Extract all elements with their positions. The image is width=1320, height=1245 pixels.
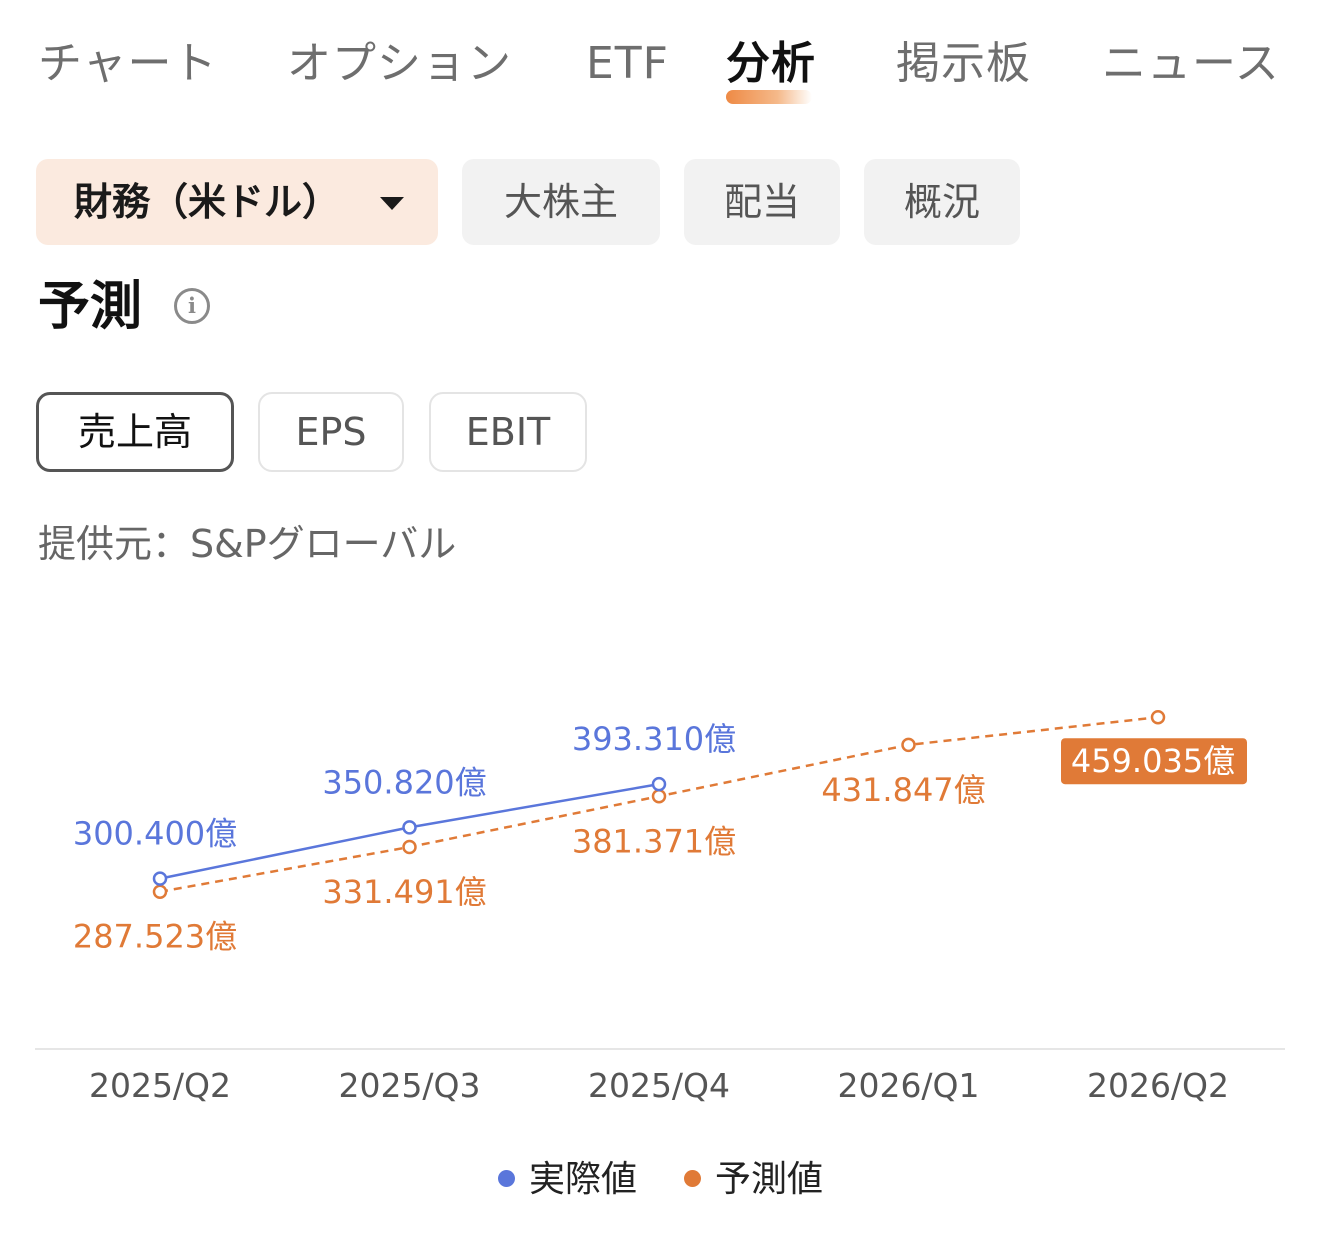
forecast-series-line xyxy=(159,715,1159,893)
tab-analysis[interactable]: 分析 xyxy=(726,28,816,104)
x-tick-label: 2026/Q2 xyxy=(1087,1066,1229,1105)
actual-data-label: 393.310億 xyxy=(572,720,736,758)
x-tick-label: 2025/Q2 xyxy=(89,1066,231,1105)
legend-item-forecast: 予測値 xyxy=(684,1152,823,1208)
actual-data-point xyxy=(402,820,417,835)
subtab-major-shareholders[interactable]: 大株主 xyxy=(462,159,660,245)
tab-chart[interactable]: チャート xyxy=(38,38,218,89)
forecast-data-label: 287.523億 xyxy=(73,918,237,956)
latest-forecast-badge xyxy=(1061,738,1247,785)
tab-etf[interactable]: ETF xyxy=(586,38,669,89)
info-icon[interactable]: i xyxy=(174,288,210,324)
legend-forecast-label: 予測値 xyxy=(715,1159,824,1200)
subtab-overview[interactable]: 概況 xyxy=(864,159,1020,245)
legend-actual-label: 実際値 xyxy=(529,1159,638,1200)
forecast-data-point xyxy=(901,737,916,753)
actual-data-point xyxy=(152,871,168,886)
forecast-data-label: 431.847億 xyxy=(821,771,985,809)
tab-options[interactable]: オプション xyxy=(287,38,512,89)
metric-tab-eps[interactable]: EPS xyxy=(258,392,404,472)
forecast-data-label: 331.491億 xyxy=(322,873,486,911)
top-tab-bar: チャート オプション ETF 分析 掲示板 ニュース xyxy=(0,28,1320,108)
actual-series-line xyxy=(159,782,660,880)
tab-analysis-label: 分析 xyxy=(726,38,816,89)
forecast-data-point xyxy=(402,839,417,855)
actual-data-point xyxy=(651,776,667,792)
section-title: 予測 xyxy=(38,277,143,337)
actual-data-label: 300.400億 xyxy=(73,815,237,853)
x-tick-label: 2025/Q3 xyxy=(338,1066,480,1105)
metric-tab-ebit[interactable]: EBIT xyxy=(429,392,587,472)
forecast-data-label: 381.371億 xyxy=(572,822,736,860)
tab-board[interactable]: 掲示板 xyxy=(896,38,1031,89)
legend-actual-dot xyxy=(498,1169,515,1187)
legend-forecast-dot xyxy=(684,1169,701,1187)
tab-news[interactable]: ニュース xyxy=(1102,38,1280,89)
active-tab-indicator xyxy=(726,90,812,104)
forecast-data-label: 459.035億 xyxy=(1071,742,1235,780)
financials-dropdown-label: 財務（米ドル） xyxy=(74,180,341,224)
actual-data-label: 350.820億 xyxy=(322,763,486,801)
x-tick-label: 2025/Q4 xyxy=(588,1066,730,1105)
forecast-data-point xyxy=(1150,709,1166,725)
caret-down-icon xyxy=(380,197,404,210)
metric-tab-revenue[interactable]: 売上高 xyxy=(36,392,234,472)
financials-dropdown[interactable]: 財務（米ドル） xyxy=(36,159,438,245)
forecast-data-point xyxy=(651,789,667,804)
data-source: 提供元：S&Pグローバル xyxy=(38,522,457,566)
legend-item-actual: 実際値 xyxy=(498,1152,637,1208)
x-tick-label: 2026/Q1 xyxy=(837,1066,979,1105)
forecast-data-point xyxy=(152,884,168,899)
subtab-dividends[interactable]: 配当 xyxy=(684,159,840,245)
